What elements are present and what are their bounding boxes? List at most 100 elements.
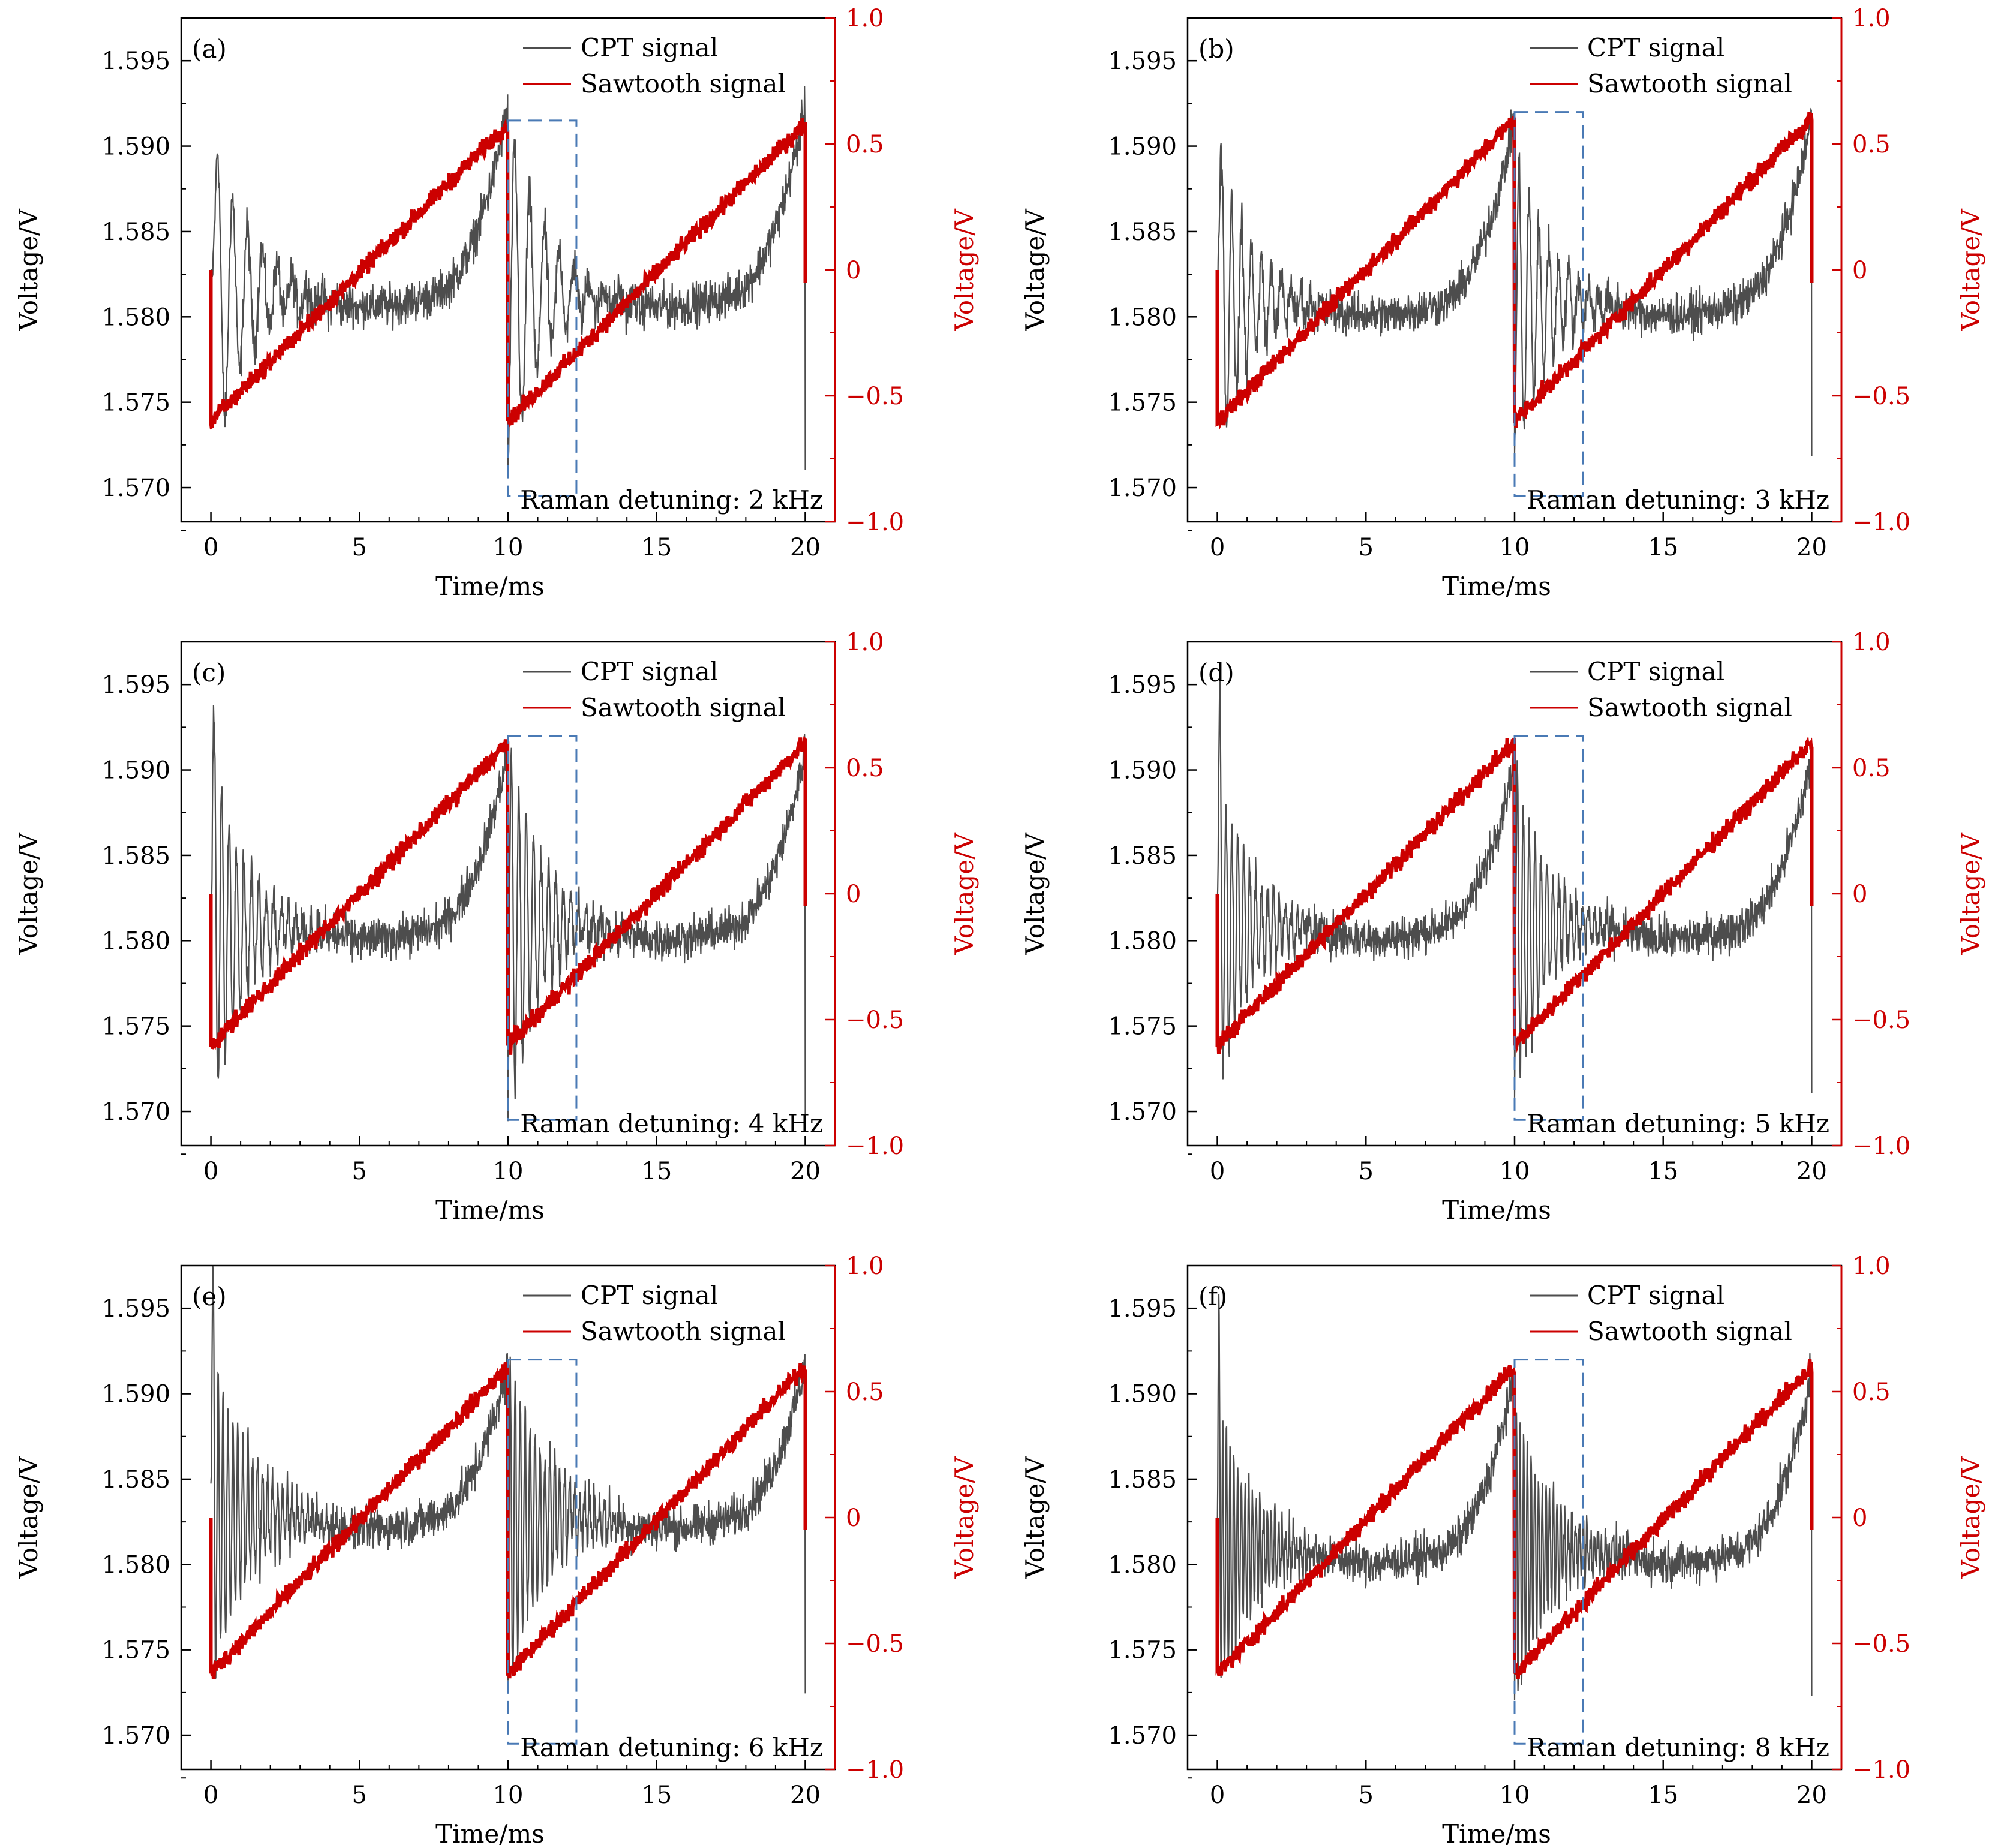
x-tick-label: 20 bbox=[790, 534, 821, 561]
y-right-tick-label: 1.0 bbox=[846, 629, 884, 656]
y-right-tick-label: 0.5 bbox=[846, 1378, 884, 1406]
y-left-tick-label: 1.575 bbox=[101, 1637, 170, 1664]
y-left-tick-label: 1.580 bbox=[1108, 304, 1177, 331]
legend-saw-label: Sawtooth signal bbox=[581, 69, 786, 98]
y-right-tick-label: −0.5 bbox=[1852, 383, 1910, 410]
raman-detuning-annotation: Raman detuning: 8 kHz bbox=[1527, 1733, 1829, 1762]
y-right-tick-label: 0.5 bbox=[846, 131, 884, 158]
y-left-tick-label: 1.570 bbox=[101, 474, 170, 502]
sawtooth-signal-line bbox=[209, 118, 807, 430]
y-right-axis-label: Voltage/V bbox=[950, 833, 979, 955]
y-right-tick-label: −1.0 bbox=[1852, 509, 1910, 536]
y-left-tick-label: 1.585 bbox=[101, 218, 170, 246]
y-right-tick-label: −0.5 bbox=[1852, 1630, 1910, 1658]
y-left-tick-label: 1.580 bbox=[1108, 1551, 1177, 1579]
y-right-axis-label: Voltage/V bbox=[1956, 1456, 1985, 1579]
x-tick-label: 0 bbox=[203, 1158, 218, 1185]
y-right-tick-label: 0.5 bbox=[846, 755, 884, 782]
y-right-tick-label: 0 bbox=[1852, 881, 1867, 908]
y-left-tick-label: 1.575 bbox=[1108, 1013, 1177, 1041]
x-tick-label: 10 bbox=[1500, 534, 1530, 561]
panel-label: (d) bbox=[1198, 658, 1234, 687]
y-right-tick-label: 0 bbox=[846, 257, 861, 284]
x-tick-label: 15 bbox=[641, 1781, 672, 1809]
y-left-axis-label: Voltage/V bbox=[14, 1456, 43, 1579]
y-right-tick-label: 1.0 bbox=[1852, 1252, 1891, 1280]
x-tick-label: 10 bbox=[1500, 1158, 1530, 1185]
y-left-axis-label: Voltage/V bbox=[1020, 209, 1050, 332]
panel-label: (f) bbox=[1198, 1282, 1227, 1311]
y-right-tick-label: 1.0 bbox=[1852, 5, 1891, 32]
y-left-tick-label: 1.595 bbox=[1108, 671, 1177, 699]
y-left-axis-label: Voltage/V bbox=[14, 833, 43, 955]
x-axis-label: Time/ms bbox=[435, 1819, 545, 1848]
x-tick-label: 10 bbox=[1500, 1781, 1530, 1809]
x-tick-label: 15 bbox=[641, 534, 672, 561]
y-right-tick-label: −1.0 bbox=[1852, 1132, 1910, 1160]
x-tick-label: 10 bbox=[493, 534, 524, 561]
y-right-tick-label: 0 bbox=[846, 881, 861, 908]
y-right-tick-label: 0.5 bbox=[1852, 131, 1891, 158]
raman-detuning-annotation: Raman detuning: 2 kHz bbox=[520, 485, 823, 515]
y-left-tick-label: 1.585 bbox=[1108, 842, 1177, 870]
y-left-tick-label: 1.595 bbox=[1108, 1295, 1177, 1323]
legend-saw-label: Sawtooth signal bbox=[581, 693, 786, 722]
x-tick-label: 20 bbox=[1796, 1781, 1827, 1809]
x-tick-label: 5 bbox=[352, 1158, 367, 1185]
raman-detuning-annotation: Raman detuning: 3 kHz bbox=[1527, 485, 1829, 515]
y-right-tick-label: 0 bbox=[846, 1504, 861, 1532]
highlight-box bbox=[507, 119, 578, 497]
y-right-tick-label: 0.5 bbox=[1852, 755, 1891, 782]
x-tick-label: 10 bbox=[493, 1781, 524, 1809]
y-left-tick-label: 1.575 bbox=[101, 389, 170, 417]
x-axis-label: Time/ms bbox=[1442, 1819, 1551, 1848]
panel-label: (e) bbox=[192, 1282, 227, 1311]
y-left-tick-label: 1.570 bbox=[101, 1098, 170, 1126]
y-left-tick-label: 1.595 bbox=[101, 671, 170, 699]
raman-detuning-annotation: Raman detuning: 4 kHz bbox=[520, 1109, 823, 1138]
y-left-tick-label: 1.580 bbox=[1108, 927, 1177, 955]
x-tick-label: 5 bbox=[352, 1781, 367, 1809]
x-axis-label: Time/ms bbox=[435, 1195, 545, 1225]
y-left-tick-label: 1.590 bbox=[1108, 1381, 1177, 1408]
x-axis-label: Time/ms bbox=[435, 572, 545, 601]
y-left-tick-label: 1.590 bbox=[101, 757, 170, 785]
cpt-signal-line bbox=[210, 705, 806, 1122]
y-left-tick-label: 1.585 bbox=[101, 1466, 170, 1494]
cpt-signal-line bbox=[1216, 1294, 1813, 1700]
y-left-tick-label: 1.575 bbox=[1108, 389, 1177, 417]
y-left-axis-label: Voltage/V bbox=[1020, 1456, 1050, 1579]
y-left-tick-label: 1.590 bbox=[101, 133, 170, 161]
x-tick-label: 0 bbox=[203, 1781, 218, 1809]
x-tick-label: 15 bbox=[1648, 1781, 1678, 1809]
x-tick-label: 10 bbox=[493, 1158, 524, 1185]
x-tick-label: 20 bbox=[1796, 534, 1827, 561]
y-right-tick-label: −1.0 bbox=[846, 1756, 904, 1784]
y-right-axis-label: Voltage/V bbox=[1956, 209, 1985, 332]
y-left-tick-label: 1.590 bbox=[101, 1381, 170, 1408]
y-left-tick-label: 1.575 bbox=[1108, 1637, 1177, 1664]
x-tick-label: 15 bbox=[641, 1158, 672, 1185]
y-left-tick-label: 1.570 bbox=[101, 1722, 170, 1750]
y-right-tick-label: 1.0 bbox=[846, 1252, 884, 1280]
legend-saw-label: Sawtooth signal bbox=[1587, 69, 1792, 98]
legend-cpt-label: CPT signal bbox=[1587, 657, 1724, 686]
y-right-axis-label: Voltage/V bbox=[1956, 833, 1985, 955]
y-right-tick-label: −0.5 bbox=[1852, 1006, 1910, 1034]
y-right-tick-label: 0.5 bbox=[1852, 1378, 1891, 1406]
y-right-axis-label: Voltage/V bbox=[950, 1456, 979, 1579]
y-left-tick-label: 1.570 bbox=[1108, 474, 1177, 502]
panel-label: (c) bbox=[192, 658, 226, 687]
legend-cpt-label: CPT signal bbox=[1587, 33, 1724, 62]
x-axis-label: Time/ms bbox=[1442, 572, 1551, 601]
y-left-tick-label: 1.575 bbox=[101, 1013, 170, 1041]
y-right-tick-label: −1.0 bbox=[846, 509, 904, 536]
y-left-tick-label: 1.570 bbox=[1108, 1098, 1177, 1126]
panel-c: 0 5 10 15 20 1.570 1.575 1.580 1.585 1.590 1.595 −1… bbox=[14, 629, 979, 1225]
y-left-tick-label: 1.570 bbox=[1108, 1722, 1177, 1750]
highlight-box bbox=[1513, 111, 1584, 497]
panel-d: 0 5 10 15 20 1.570 1.575 1.580 1.585 1.590 1.595 −1… bbox=[1020, 629, 1985, 1225]
y-left-tick-label: 1.590 bbox=[1108, 757, 1177, 785]
legend-cpt-label: CPT signal bbox=[581, 33, 718, 62]
x-tick-label: 5 bbox=[1359, 1781, 1374, 1809]
